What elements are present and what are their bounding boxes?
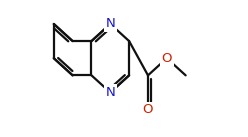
Text: N: N bbox=[105, 18, 115, 30]
Text: O: O bbox=[161, 52, 172, 65]
Text: O: O bbox=[143, 103, 153, 116]
Text: N: N bbox=[105, 86, 115, 99]
